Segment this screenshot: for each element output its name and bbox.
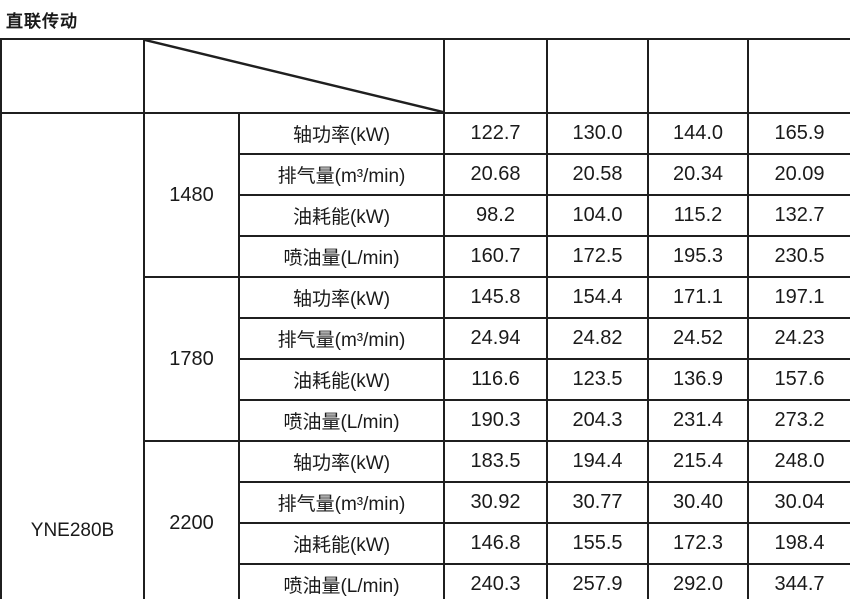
model-value-cell: YNE280B (0, 112, 145, 599)
value-cell: 20.34 (647, 153, 749, 196)
value-cell: 20.58 (546, 153, 649, 196)
speed-header-label: 转速(rpm) (151, 84, 233, 104)
spec-table: 型号 排压(MPa) 转速(rpm) 0.7 0.8 1 1.25 YNE280… (0, 38, 850, 599)
value-cell: 194.4 (546, 440, 649, 483)
value-cell: 132.7 (747, 194, 850, 237)
value-cell: 98.2 (443, 194, 548, 237)
table-row: 1780 轴功率(kW) 145.8 154.4 171.1 197.1 (1, 276, 850, 442)
table-body: YNE280B 1480 轴功率(kW) 122.7 130.0 144.0 1… (0, 112, 850, 599)
diagonal-header-cell: 排压(MPa) 转速(rpm) (143, 38, 445, 114)
header-row: 型号 排压(MPa) 转速(rpm) 0.7 0.8 1 1.25 (0, 38, 850, 114)
value-cell: 197.1 (747, 276, 850, 319)
table-row: 油耗能(kW) 116.6 123.5 136.9 157.6 (1, 358, 850, 401)
table-row: 2200 轴功率(kW) 183.5 194.4 215.4 248.0 (1, 440, 850, 599)
table-row: 喷油量(L/min) 240.3 257.9 292.0 344.7 (1, 563, 850, 599)
param-label-cell: 轴功率(kW) (238, 112, 445, 155)
table-row: 排气量(m³/min) 30.92 30.77 30.40 30.04 (1, 481, 850, 524)
value-cell: 215.4 (647, 440, 749, 483)
pressure-column-3-header: 1.25 (747, 38, 850, 114)
speed-cell: 2200 (143, 440, 240, 599)
value-cell: 154.4 (546, 276, 649, 319)
value-cell: 160.7 (443, 235, 548, 278)
table-row: 喷油量(L/min) 190.3 204.3 231.4 273.2 (1, 399, 850, 442)
value-cell: 122.7 (443, 112, 548, 155)
value-cell: 123.5 (546, 358, 649, 401)
param-label-cell: 轴功率(kW) (238, 276, 445, 319)
value-cell: 144.0 (647, 112, 749, 155)
page-title: 直联传动 (6, 12, 78, 31)
param-label-cell: 排气量(m³/min) (238, 481, 445, 524)
value-cell: 115.2 (647, 194, 749, 237)
value-cell: 198.4 (747, 522, 850, 565)
value-cell: 257.9 (546, 563, 649, 599)
value-cell: 24.52 (647, 317, 749, 360)
value-cell: 155.5 (546, 522, 649, 565)
value-cell: 24.94 (443, 317, 548, 360)
value-cell: 30.04 (747, 481, 850, 524)
value-cell: 183.5 (443, 440, 548, 483)
value-cell: 204.3 (546, 399, 649, 442)
value-cell: 230.5 (747, 235, 850, 278)
value-cell: 171.1 (647, 276, 749, 319)
param-label-cell: 排气量(m³/min) (238, 317, 445, 360)
value-cell: 104.0 (546, 194, 649, 237)
value-cell: 248.0 (747, 440, 850, 483)
value-cell: 195.3 (647, 235, 749, 278)
param-label-cell: 排气量(m³/min) (238, 153, 445, 196)
value-cell: 136.9 (647, 358, 749, 401)
speed-cell: 1480 (143, 112, 240, 278)
pressure-column-2-header: 1 (647, 38, 749, 114)
pressure-column-1-header: 0.8 (546, 38, 649, 114)
value-cell: 231.4 (647, 399, 749, 442)
param-label-cell: 喷油量(L/min) (238, 399, 445, 442)
value-cell: 30.77 (546, 481, 649, 524)
value-cell: 145.8 (443, 276, 548, 319)
param-label-cell: 喷油量(L/min) (238, 563, 445, 599)
diagonal-divider-line (146, 41, 442, 111)
value-cell: 172.3 (647, 522, 749, 565)
param-label-cell: 油耗能(kW) (238, 522, 445, 565)
value-cell: 240.3 (443, 563, 548, 599)
value-cell: 292.0 (647, 563, 749, 599)
value-cell: 190.3 (443, 399, 548, 442)
table-row: 喷油量(L/min) 160.7 172.5 195.3 230.5 (1, 235, 850, 278)
table-row: 排气量(m³/min) 20.68 20.58 20.34 20.09 (1, 153, 850, 196)
value-cell: 344.7 (747, 563, 850, 599)
value-cell: 30.40 (647, 481, 749, 524)
value-cell: 30.92 (443, 481, 548, 524)
pressure-column-0-header: 0.7 (443, 38, 548, 114)
table-header: 型号 排压(MPa) 转速(rpm) 0.7 0.8 1 1.25 (0, 38, 850, 114)
value-cell: 172.5 (546, 235, 649, 278)
value-cell: 20.09 (747, 153, 850, 196)
param-label-cell: 油耗能(kW) (238, 194, 445, 237)
value-cell: 130.0 (546, 112, 649, 155)
speed-cell: 1780 (143, 276, 240, 442)
table-row: 油耗能(kW) 98.2 104.0 115.2 132.7 (1, 194, 850, 237)
param-label-cell: 喷油量(L/min) (238, 235, 445, 278)
value-cell: 273.2 (747, 399, 850, 442)
table-row: 油耗能(kW) 146.8 155.5 172.3 198.4 (1, 522, 850, 565)
table-row: YNE280B 1480 轴功率(kW) 122.7 130.0 144.0 1… (0, 112, 850, 599)
value-cell: 116.6 (443, 358, 548, 401)
value-cell: 24.82 (546, 317, 649, 360)
value-cell: 24.23 (747, 317, 850, 360)
value-cell: 165.9 (747, 112, 850, 155)
table-row: 排气量(m³/min) 24.94 24.82 24.52 24.23 (1, 317, 850, 360)
param-label-cell: 油耗能(kW) (238, 358, 445, 401)
param-label-cell: 轴功率(kW) (238, 440, 445, 483)
value-cell: 20.68 (443, 153, 548, 196)
value-cell: 146.8 (443, 522, 548, 565)
model-column-header: 型号 (0, 38, 145, 114)
value-cell: 157.6 (747, 358, 850, 401)
pressure-header-label: 排压(MPa) (308, 54, 393, 74)
